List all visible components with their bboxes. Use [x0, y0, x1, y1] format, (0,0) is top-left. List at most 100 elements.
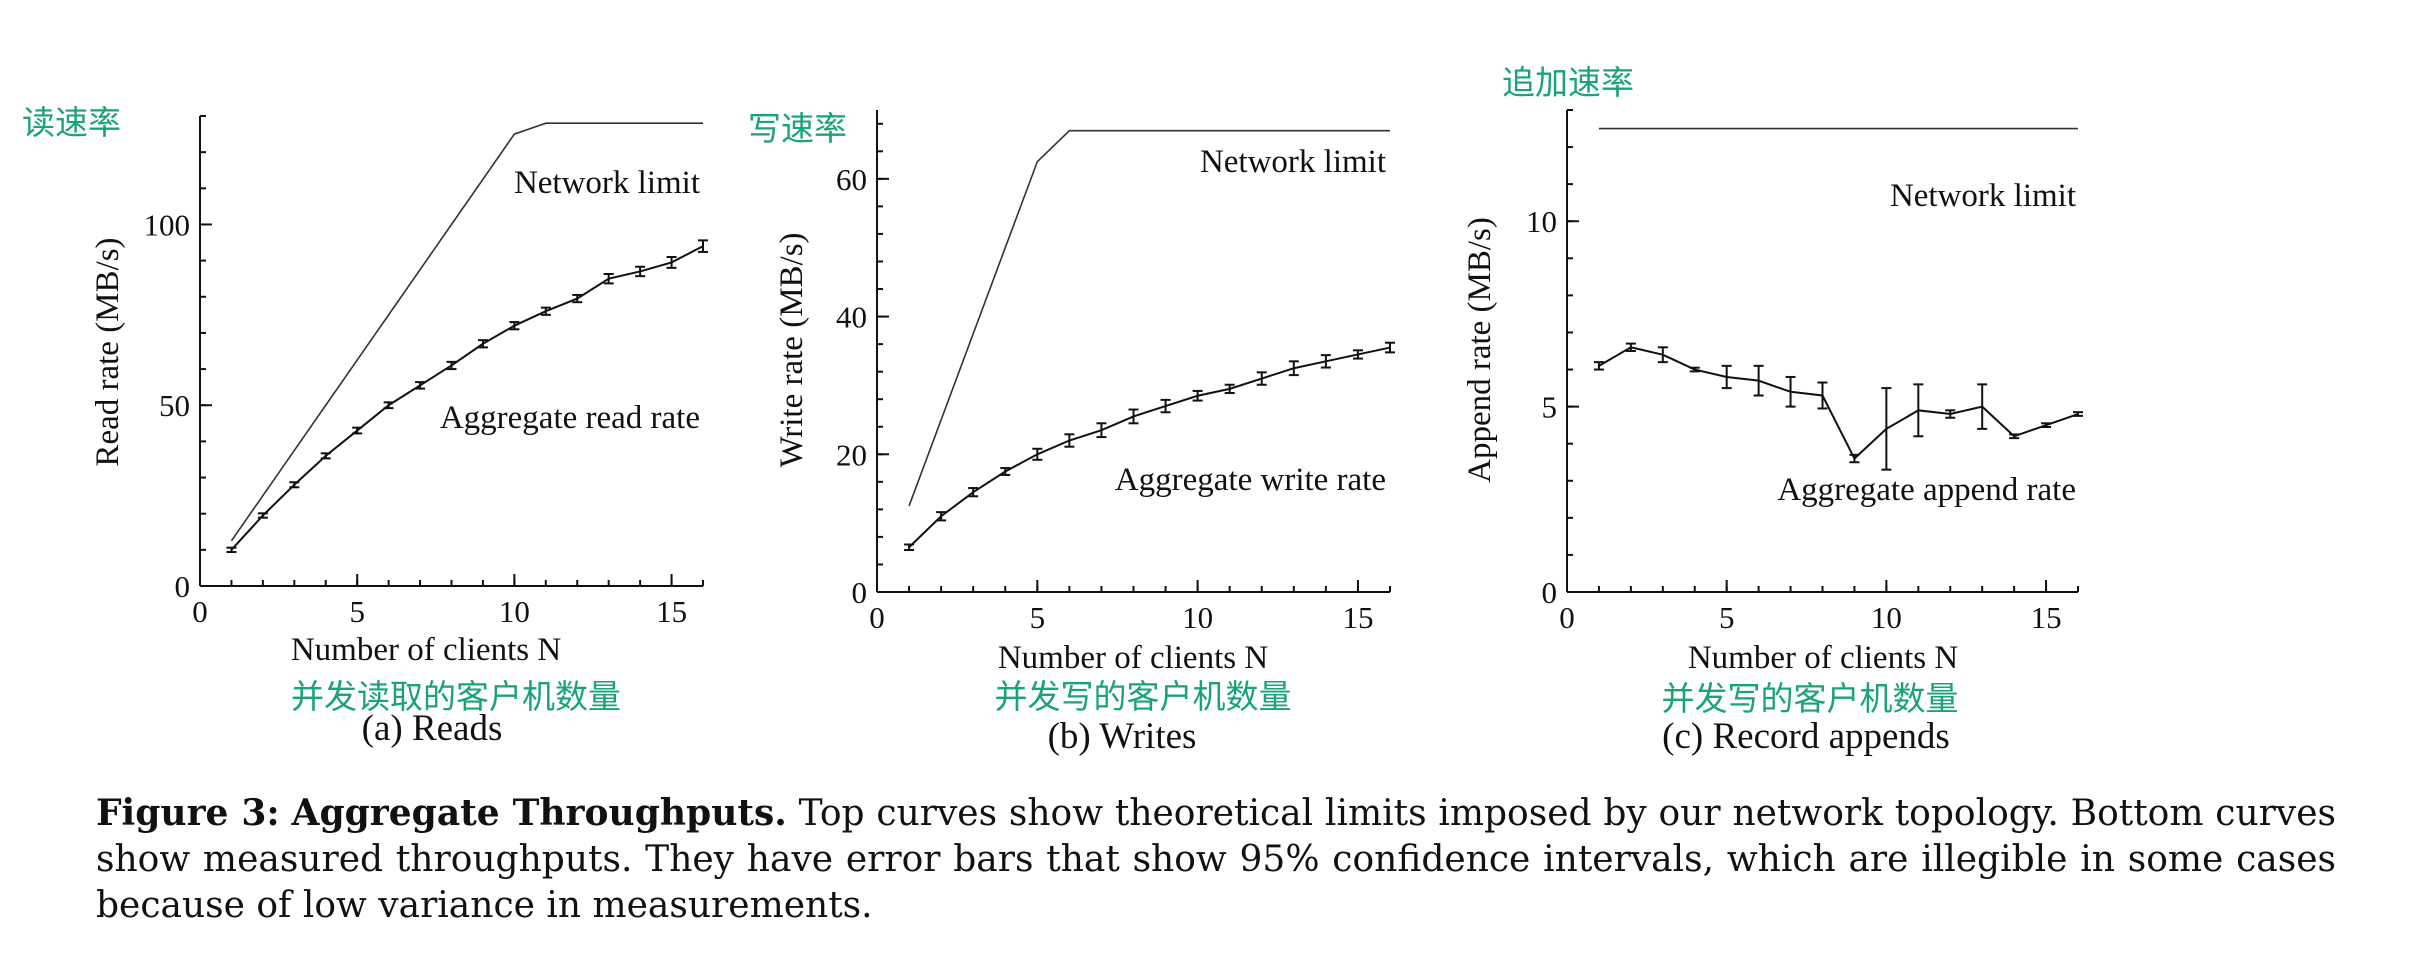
y-tick-label: 0	[175, 569, 191, 604]
x-tick-label: 10	[1182, 600, 1213, 635]
error-bar	[1945, 409, 1956, 419]
error-bar	[936, 511, 947, 522]
x-tick-label: 15	[656, 594, 687, 629]
x-tick-label: 15	[2031, 600, 2062, 635]
x-tick-label: 0	[869, 600, 885, 635]
figure-caption: Figure 3: Aggregate Throughputs. Top cur…	[96, 790, 2336, 929]
error-bar	[1320, 354, 1331, 369]
y-tick-label: 0	[1542, 575, 1558, 610]
error-bar	[2009, 433, 2020, 440]
error-bar	[2041, 422, 2052, 429]
network-limit-curve	[908, 129, 1390, 507]
error-bar	[1689, 366, 1700, 373]
error-bar	[257, 512, 268, 519]
x-tick-label: 10	[499, 594, 530, 629]
error-bar	[1352, 349, 1363, 360]
subcaption: (a) Reads	[362, 708, 503, 749]
y-axis-label: Append rate (MB/s)	[1462, 217, 1498, 483]
x-annotation: 并发写的客户机数量	[995, 677, 1292, 716]
error-bar	[446, 360, 457, 371]
y-tick-label: 50	[159, 388, 190, 423]
measured-curve	[230, 245, 704, 551]
network-limit-curve	[230, 122, 703, 542]
error-bar	[1064, 433, 1075, 448]
caption-title: Aggregate Throughputs.	[291, 792, 787, 834]
error-bar	[1160, 398, 1171, 414]
x-annotation: 并发写的客户机数量	[1662, 679, 1959, 718]
y-tick-label: 20	[836, 437, 867, 472]
y-annotation: 写速率	[748, 109, 847, 148]
y-tick-label: 10	[1526, 204, 1557, 239]
x-tick-label: 0	[1559, 600, 1575, 635]
error-bar	[1032, 447, 1043, 461]
error-bar	[1625, 342, 1636, 352]
error-bar	[1385, 341, 1395, 354]
error-bar	[2073, 411, 2083, 417]
error-bar	[666, 256, 677, 269]
error-bar	[509, 321, 520, 331]
error-bar	[1096, 422, 1107, 439]
caption-body: Top curves show theoretical limits impos…	[96, 793, 2336, 926]
caption-label: Figure 3:	[96, 792, 280, 834]
error-bar	[1753, 364, 1764, 397]
error-bar	[1849, 453, 1860, 464]
error-bar	[1817, 381, 1828, 410]
x-tick-label: 5	[1719, 600, 1735, 635]
x-tick-label: 15	[1342, 600, 1373, 635]
y-annotation: 追加速率	[1502, 63, 1634, 102]
error-bar	[1256, 371, 1267, 386]
measured-curve-label: Aggregate write rate	[1115, 462, 1386, 498]
error-bar	[1977, 383, 1988, 430]
x-tick-label: 5	[1030, 600, 1046, 635]
error-bar	[1288, 360, 1299, 377]
error-bar	[904, 543, 915, 551]
error-bar	[603, 272, 614, 285]
y-tick-label: 40	[836, 300, 867, 335]
error-bar	[477, 339, 488, 349]
error-bar	[352, 426, 363, 435]
error-bar	[415, 381, 426, 390]
error-bar	[1913, 383, 1924, 438]
record-appends-panel: 0 5 10 15 0 5 10 Network limit Aggregate append …	[1462, 63, 2083, 757]
error-bar	[968, 487, 979, 498]
error-bar	[572, 293, 583, 304]
measured-curve-label: Aggregate read rate	[440, 400, 700, 436]
x-tick-label: 5	[349, 594, 365, 629]
writes-panel: 0 5 10 15 0 20 40 60 Network limit Aggregate writ…	[748, 109, 1395, 757]
network-limit-label: Network limit	[1890, 178, 2076, 214]
y-annotation: 读速率	[22, 103, 121, 142]
network-limit-label: Network limit	[1200, 144, 1386, 180]
measured-curve	[908, 346, 1391, 548]
x-axis-label: Number of clients N	[291, 632, 562, 668]
y-tick-label: 60	[836, 162, 867, 197]
subcaption: (c) Record appends	[1662, 716, 1950, 757]
error-bar	[1224, 383, 1235, 395]
subcaption: (b) Writes	[1048, 716, 1197, 757]
x-annotation: 并发读取的客户机数量	[291, 677, 621, 716]
x-tick-label: 0	[192, 594, 208, 629]
error-bar	[320, 452, 331, 460]
reads-panel: 0 5 10 15 0 50 100 Network limit Aggregate read …	[22, 103, 708, 749]
error-bar	[698, 239, 708, 253]
error-bar	[1785, 375, 1796, 408]
measured-curve-label: Aggregate append rate	[1777, 472, 2076, 508]
error-bar	[1192, 389, 1203, 402]
error-bar	[1721, 364, 1732, 390]
error-bar	[289, 481, 300, 489]
error-bar	[635, 265, 646, 278]
error-bar	[1881, 387, 1892, 471]
measured-curve	[1598, 346, 2079, 461]
network-limit-label: Network limit	[514, 165, 700, 201]
y-tick-label: 0	[852, 575, 868, 610]
y-tick-label: 5	[1542, 390, 1558, 425]
error-bar	[540, 306, 551, 316]
error-bar	[1593, 361, 1604, 371]
x-tick-label: 10	[1871, 600, 1902, 635]
error-bar	[383, 401, 394, 410]
error-bar	[1128, 408, 1139, 425]
error-bar	[1657, 346, 1668, 364]
error-bar	[1000, 467, 1011, 476]
x-axis-label: Number of clients N	[1688, 640, 1959, 676]
y-tick-label: 100	[144, 207, 191, 242]
